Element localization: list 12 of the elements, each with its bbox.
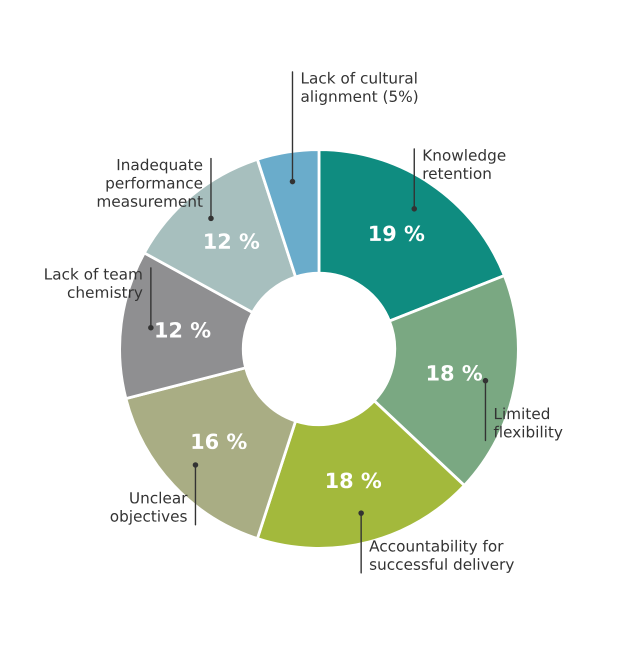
slice-label: Lack of cultural alignment (5%) bbox=[301, 72, 418, 105]
data-label: 18 % bbox=[428, 365, 482, 381]
data-label: 12 % bbox=[205, 233, 260, 250]
slice-label: Lack of team chemistry bbox=[45, 268, 142, 301]
slice-label: Inadequate performance measurement bbox=[98, 158, 203, 207]
data-label: 12 % bbox=[156, 322, 210, 338]
data-label: 19 % bbox=[370, 225, 424, 242]
data-label: 18 % bbox=[327, 472, 382, 488]
slice-label: Knowledge retention bbox=[424, 148, 506, 180]
slice-label: Accountability for successful delivery bbox=[369, 540, 514, 573]
slice-label: Unclear objectives bbox=[110, 492, 188, 525]
data-label: 16 % bbox=[192, 433, 247, 450]
